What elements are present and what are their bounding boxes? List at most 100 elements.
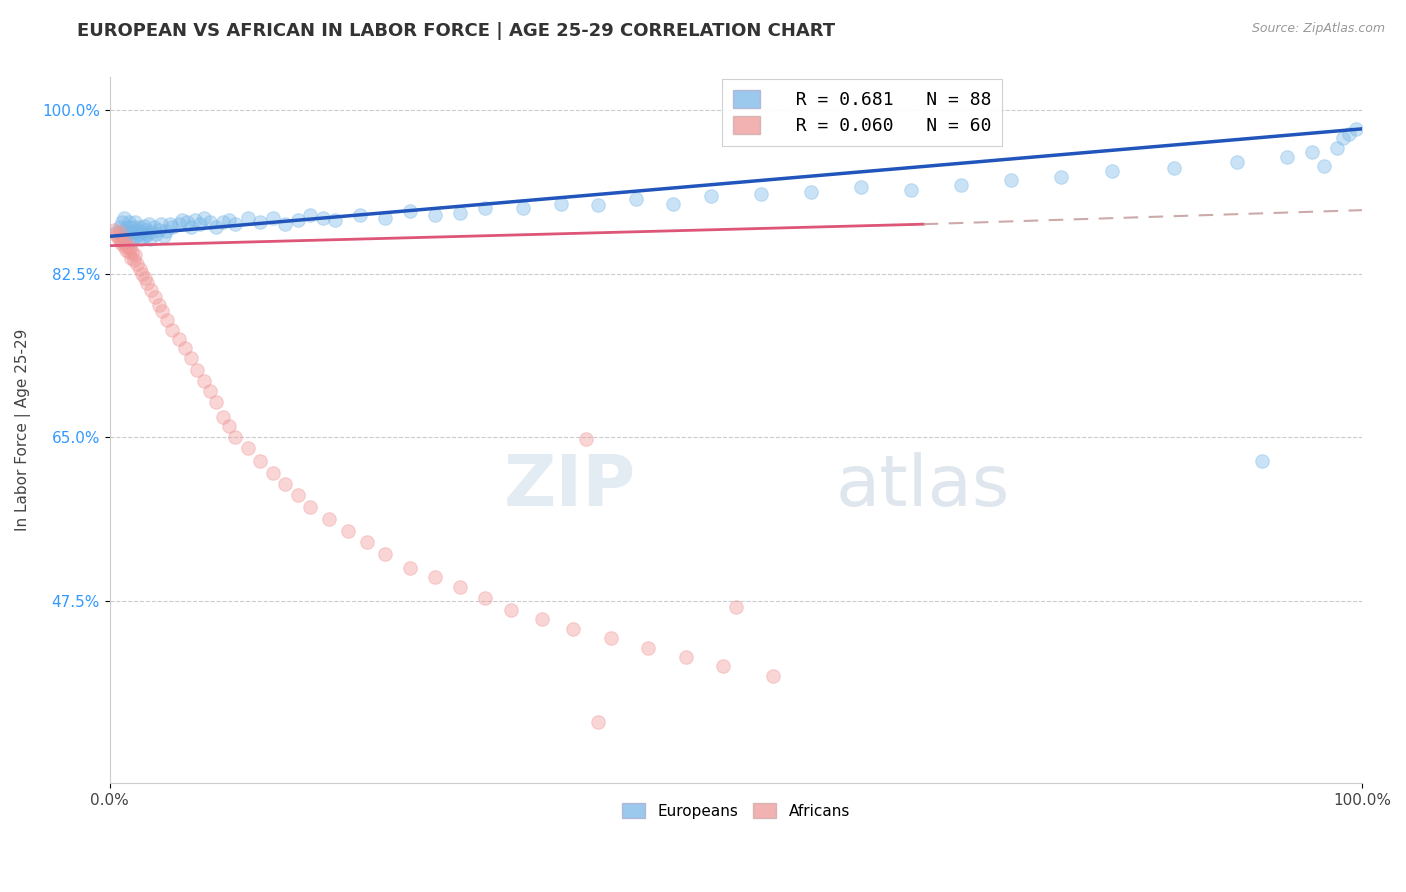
Point xyxy=(108,219,131,234)
Point xyxy=(662,196,685,211)
Point xyxy=(312,211,335,225)
Point xyxy=(198,215,221,229)
Point xyxy=(449,206,471,220)
Point xyxy=(336,524,359,538)
Point xyxy=(122,252,145,267)
Point xyxy=(374,547,396,561)
Point xyxy=(128,227,150,241)
Point xyxy=(356,535,378,549)
Point xyxy=(262,466,284,480)
Point xyxy=(122,219,145,234)
Point xyxy=(425,570,447,584)
Point xyxy=(399,561,422,575)
Point xyxy=(249,215,271,229)
Point xyxy=(211,215,233,229)
Point xyxy=(1250,453,1272,467)
Point xyxy=(1326,140,1348,154)
Point xyxy=(112,238,135,252)
Point xyxy=(138,217,160,231)
Point xyxy=(399,204,422,219)
Point xyxy=(274,217,297,231)
Point xyxy=(141,225,163,239)
Point xyxy=(156,313,179,327)
Point xyxy=(110,235,132,250)
Point xyxy=(900,183,922,197)
Point xyxy=(205,219,228,234)
Point xyxy=(1050,170,1073,185)
Point xyxy=(318,512,340,526)
Point xyxy=(120,251,142,265)
Point xyxy=(374,211,396,225)
Point xyxy=(111,234,134,248)
Point xyxy=(134,229,156,244)
Point xyxy=(121,225,143,239)
Point xyxy=(512,201,534,215)
Point xyxy=(499,603,522,617)
Point xyxy=(135,223,157,237)
Point xyxy=(145,227,167,241)
Point xyxy=(129,232,152,246)
Point xyxy=(1163,161,1185,175)
Point xyxy=(105,227,128,241)
Point xyxy=(127,257,149,271)
Point xyxy=(121,234,143,248)
Point xyxy=(111,234,134,248)
Point xyxy=(141,283,163,297)
Point xyxy=(118,242,141,256)
Point xyxy=(184,213,207,227)
Point xyxy=(117,245,139,260)
Point xyxy=(117,238,139,252)
Point xyxy=(107,232,129,246)
Point xyxy=(159,217,181,231)
Point xyxy=(425,208,447,222)
Point xyxy=(299,500,322,515)
Point xyxy=(624,192,647,206)
Point xyxy=(188,217,211,231)
Point xyxy=(124,215,146,229)
Point xyxy=(675,649,697,664)
Point xyxy=(1275,150,1298,164)
Point xyxy=(167,332,190,346)
Point xyxy=(1313,159,1336,173)
Point xyxy=(249,453,271,467)
Point xyxy=(262,211,284,225)
Point xyxy=(115,219,138,234)
Point xyxy=(749,187,772,202)
Legend: Europeans, Africans: Europeans, Africans xyxy=(616,797,856,825)
Point xyxy=(724,600,747,615)
Point xyxy=(474,201,496,215)
Point xyxy=(143,290,166,304)
Point xyxy=(152,304,174,318)
Point xyxy=(134,271,156,285)
Point xyxy=(103,223,125,237)
Point xyxy=(162,219,184,234)
Point xyxy=(125,229,148,244)
Point xyxy=(117,225,139,239)
Point xyxy=(172,213,194,227)
Point xyxy=(762,668,785,682)
Point xyxy=(117,229,139,244)
Point xyxy=(193,211,215,225)
Point xyxy=(117,215,139,229)
Point xyxy=(148,223,170,237)
Point xyxy=(1301,145,1323,160)
Point xyxy=(136,276,159,290)
Point xyxy=(211,409,233,424)
Point xyxy=(139,232,162,246)
Point xyxy=(287,213,309,227)
Point xyxy=(575,432,598,446)
Point xyxy=(180,351,202,365)
Point xyxy=(150,217,173,231)
Point xyxy=(299,208,322,222)
Point xyxy=(1226,154,1249,169)
Point xyxy=(224,217,246,231)
Point xyxy=(155,224,177,238)
Point xyxy=(148,297,170,311)
Point xyxy=(132,219,155,233)
Point xyxy=(1344,121,1367,136)
Point xyxy=(115,244,138,258)
Point xyxy=(586,198,609,212)
Point xyxy=(1339,127,1361,141)
Point xyxy=(349,208,371,222)
Point xyxy=(152,229,174,244)
